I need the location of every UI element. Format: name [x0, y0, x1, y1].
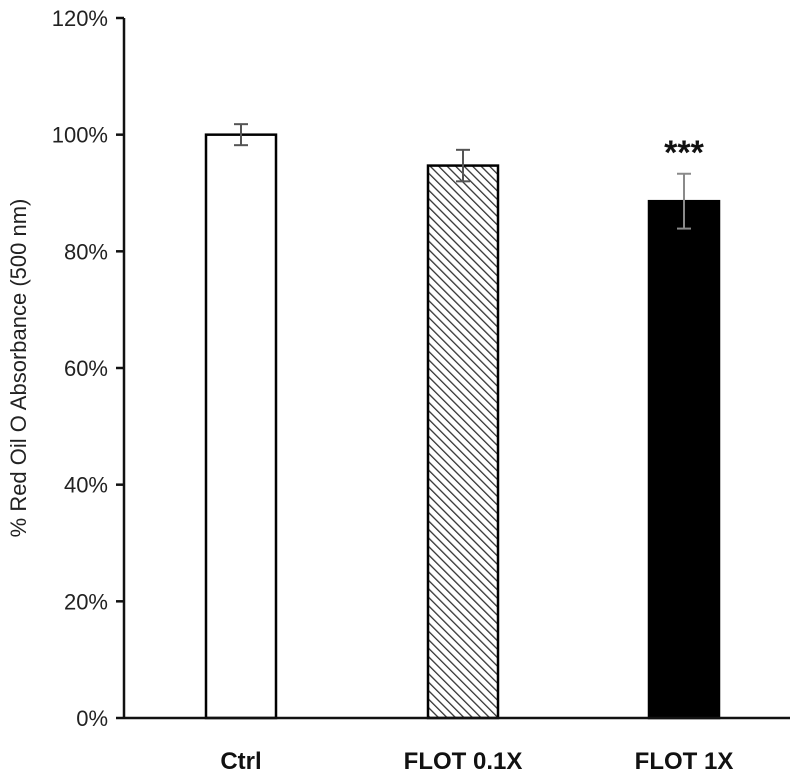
significance-annotation: ***: [664, 134, 704, 172]
y-axis-ticks: 0% 20% 40% 60% 80% 100% 120%: [52, 6, 124, 731]
y-tick-label: 80%: [64, 239, 108, 264]
y-tick-label: 120%: [52, 6, 108, 31]
y-tick-label: 100%: [52, 123, 108, 148]
y-axis-title: % Red Oil O Absorbance (500 nm): [6, 199, 31, 538]
y-tick-label: 60%: [64, 356, 108, 381]
bar: [204, 133, 278, 720]
category-label: FLOT 1X: [635, 748, 734, 775]
category-label: FLOT 0.1X: [404, 748, 523, 775]
error-bars: [234, 123, 691, 230]
y-tick-label: 20%: [64, 589, 108, 614]
annotations: ***: [664, 134, 704, 172]
category-labels: Ctrl FLOT 0.1X FLOT 1X: [220, 748, 733, 775]
bars: [204, 133, 721, 720]
y-tick-label: 40%: [64, 473, 108, 498]
bar: [647, 199, 721, 720]
y-tick-label: 0%: [76, 706, 108, 731]
bar: [426, 164, 500, 720]
category-label: Ctrl: [220, 748, 261, 775]
